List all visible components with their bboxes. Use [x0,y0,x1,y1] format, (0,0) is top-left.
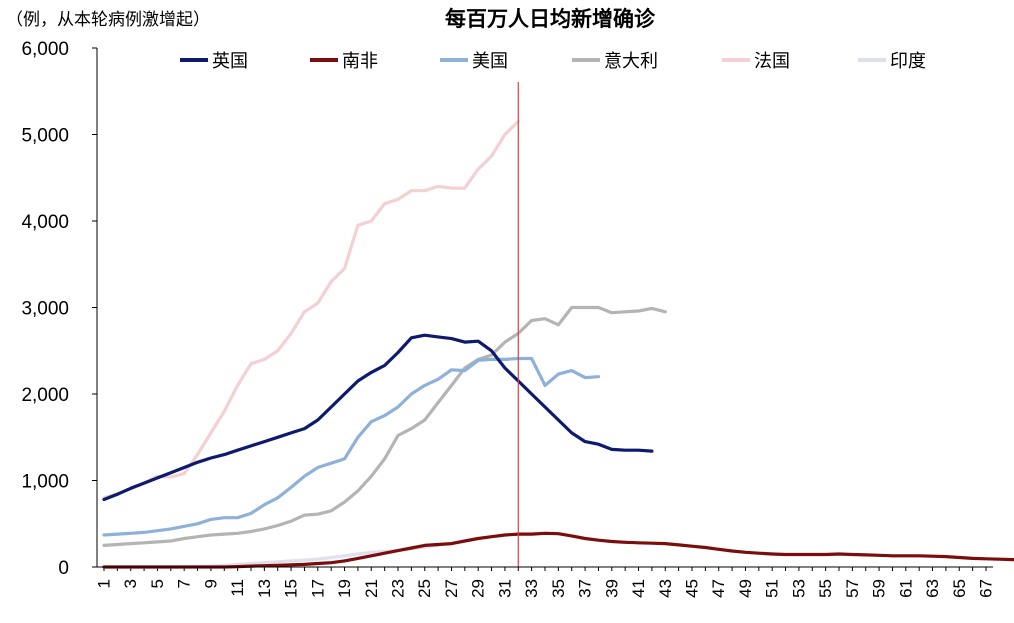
series-line-意大利 [102,305,667,548]
x-tick-label: 9 [201,579,220,588]
x-tick-label: 3 [121,579,140,588]
legend-label: 法国 [754,51,790,72]
y-tick-label: 4,000 [21,212,69,233]
series-line-美国 [102,356,601,537]
chart-title: 每百万人日均新增确诊 [445,7,656,31]
x-tick-label: 5 [148,579,167,588]
y-tick-label: 0 [58,558,69,579]
x-tick-label: 53 [789,579,808,598]
legend-label: 意大利 [604,51,658,72]
series-line-印度 [102,543,440,569]
y-tick-label: 3,000 [21,299,69,320]
y-axis-ticks: 0 1,000 2,000 3,000 4,000 5,000 6,000 [21,39,97,579]
x-tick-label: 25 [415,579,434,598]
x-tick-label: 11 [228,579,247,597]
y-tick-label: 6,000 [21,39,69,60]
y-tick-label: 5,000 [21,126,69,147]
x-tick-label: 19 [335,579,354,598]
series-lines [102,119,1014,569]
series-line-法国 [102,119,520,500]
x-tick-label: 43 [656,579,675,598]
series-line-英国 [102,333,654,502]
x-tick-label: 23 [389,579,408,598]
legend: 英国 南非 美国 意大利 法国 印度 [180,51,926,72]
x-tick-label: 63 [923,579,942,598]
x-tick-label: 15 [282,579,301,598]
x-tick-label: 31 [495,579,514,598]
chart-unit-label: （例，从本轮病例激增起） [6,10,210,30]
x-tick-label: 13 [255,579,274,598]
x-tick-label: 67 [977,579,996,598]
legend-label: 英国 [212,51,248,72]
x-tick-label: 47 [709,579,728,598]
x-tick-label: 1 [95,579,114,588]
x-axis-ticks: 1 3 5 7 9 11 13 15 17 19 21 23 25 27 29 31 33 35 37 39 41 43 4… [95,567,996,598]
y-tick-label: 2,000 [21,385,69,406]
legend-label: 印度 [890,51,926,72]
x-tick-label: 27 [442,579,461,598]
x-tick-label: 41 [629,579,648,598]
x-tick-label: 61 [896,579,915,598]
x-tick-label: 29 [469,579,488,598]
x-tick-label: 45 [683,579,702,598]
x-tick-label: 59 [870,579,889,598]
x-tick-label: 7 [175,579,194,588]
legend-label: 南非 [342,51,378,72]
x-tick-label: 33 [522,579,541,598]
x-tick-label: 17 [308,579,327,598]
x-tick-label: 51 [763,579,782,598]
x-tick-label: 37 [576,579,595,598]
x-tick-label: 55 [816,579,835,598]
legend-label: 美国 [472,51,508,72]
x-tick-label: 49 [736,579,755,598]
y-tick-label: 1,000 [21,472,69,493]
x-tick-label: 21 [362,579,381,598]
x-tick-label: 35 [549,579,568,598]
x-tick-label: 39 [602,579,621,598]
x-tick-label: 65 [950,579,969,598]
x-tick-label: 57 [843,579,862,598]
series-line-南非 [102,531,1014,569]
